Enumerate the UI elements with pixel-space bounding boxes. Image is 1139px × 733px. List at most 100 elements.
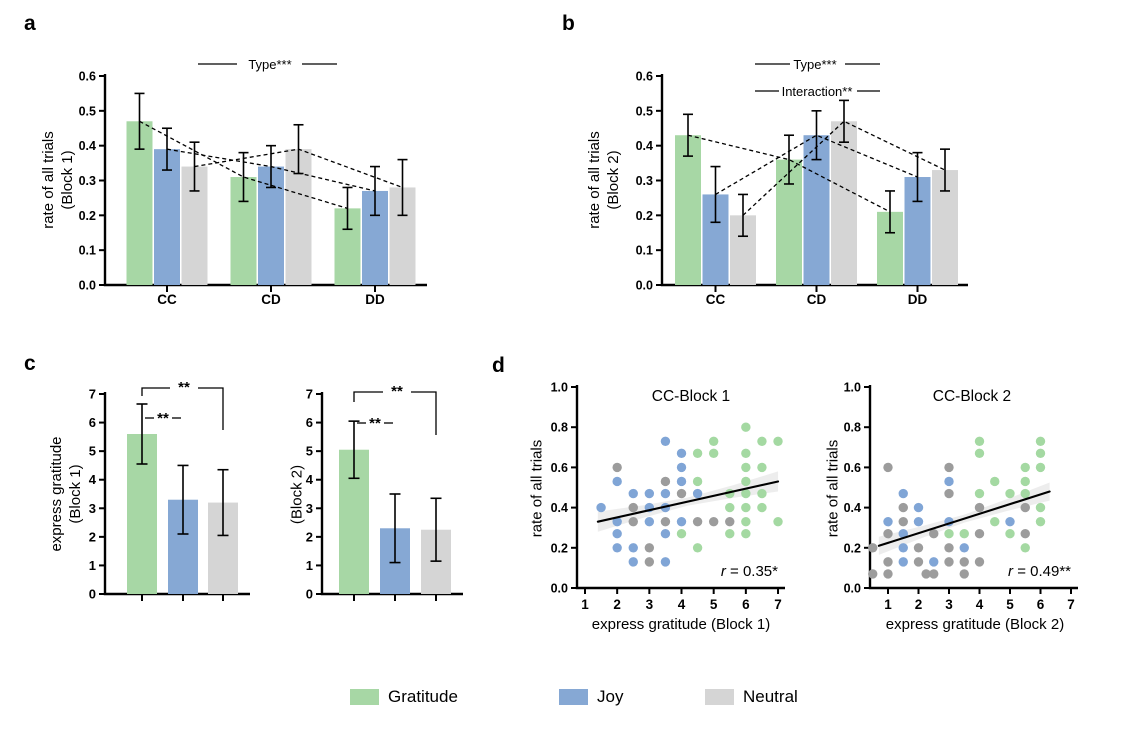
scatter-point	[1020, 502, 1030, 513]
category-label: CD	[807, 292, 827, 307]
scatter-point	[944, 476, 954, 487]
scatter-point	[676, 488, 687, 499]
y-tick-label: 0	[89, 587, 96, 602]
y-tick-label: 1.0	[551, 381, 568, 395]
panel-c1-ylabel: express gratitude (Block 1)	[47, 409, 85, 579]
scatter-point	[1035, 448, 1046, 459]
panel-d1-ylabel-text: rate of all trials	[528, 439, 546, 538]
sig-bracket	[353, 391, 383, 402]
connector-gratitude	[139, 120, 348, 209]
connector-joy	[715, 134, 918, 195]
scatter-point	[660, 529, 671, 539]
scatter-point	[883, 557, 893, 567]
scatter-point	[913, 516, 924, 527]
sig-bracket	[141, 387, 170, 396]
scatter-point	[868, 569, 878, 579]
y-tick-label: 0.2	[844, 541, 861, 555]
scatter-point	[628, 488, 638, 499]
scatter-point	[692, 448, 703, 459]
y-tick-label: 1	[306, 558, 313, 573]
x-tick-label: 6	[1037, 597, 1045, 612]
x-tick-label: 6	[742, 597, 750, 612]
y-tick-label: 0.2	[636, 209, 653, 223]
scatter-point	[929, 569, 939, 579]
panel-b-ylabel: rate of all trials (Block 2)	[585, 95, 623, 265]
chart-d1: 0.0 0.2 0.4 0.6 0.8 1.0 1 2 3 4 5 6 7	[551, 381, 785, 612]
panel-d-letter: d	[492, 354, 505, 377]
x-tick-label: 2	[613, 597, 621, 612]
scatter-point	[974, 488, 985, 499]
scatter-point	[898, 488, 908, 499]
scatter-point	[644, 488, 655, 499]
scatter-point	[898, 529, 908, 539]
y-tick-label: 0.6	[79, 70, 96, 84]
scatter-point	[1020, 476, 1030, 487]
y-tick-label: 0.8	[551, 421, 568, 435]
x-tick-label: 7	[774, 597, 782, 612]
legend-label-neutral: Neutral	[743, 687, 798, 706]
scatter-point	[741, 502, 751, 513]
y-tick-label: 0.1	[79, 244, 96, 258]
y-tick-label: 3	[89, 501, 96, 516]
y-tick-label: 1	[89, 558, 96, 573]
x-tick-label: 1	[884, 597, 892, 612]
bar-joy-CC	[154, 149, 180, 285]
scatter-point	[628, 543, 638, 553]
scatter-point	[990, 476, 1000, 487]
scatter-point	[944, 557, 954, 567]
y-tick-label: 0.4	[636, 139, 653, 153]
x-tick-label: 3	[945, 597, 953, 612]
y-tick-label: 0.0	[79, 279, 96, 293]
y-tick-label: 6	[89, 415, 96, 430]
annotation-text: Type***	[248, 57, 291, 72]
scatter-point	[757, 502, 767, 513]
panel-c2-ylabel: (Block 2)	[288, 410, 307, 580]
x-tick-label: 4	[678, 597, 686, 612]
panel-c-letter: c	[24, 352, 36, 375]
y-tick-label: 0.5	[79, 104, 96, 118]
scatter-point	[898, 516, 908, 527]
category-label: CD	[261, 292, 281, 307]
y-tick-label: 0.2	[551, 541, 568, 555]
scatter-point	[959, 543, 969, 553]
scatter-point	[1020, 543, 1030, 553]
legend-swatch-joy	[559, 689, 588, 705]
scatter-point	[974, 529, 985, 539]
scatter-point	[676, 462, 687, 473]
scatter-point	[725, 529, 735, 539]
bar-gratitude-CC	[675, 135, 701, 285]
panel-c1-ylabel-line1: express gratitude	[48, 436, 65, 552]
panel-b-letter: b	[562, 12, 575, 35]
scatter-point	[741, 422, 751, 432]
scatter-point	[741, 462, 751, 473]
sig-inner-label: **	[157, 410, 169, 427]
scatter-point	[1005, 529, 1015, 539]
scatter-point	[676, 516, 687, 527]
y-tick-label: 2	[89, 529, 96, 544]
scatter-point	[1035, 516, 1046, 527]
scatter-point	[974, 557, 985, 567]
scatter-point	[725, 516, 735, 527]
scatter-point	[1035, 502, 1046, 513]
y-tick-label: 0.2	[79, 209, 96, 223]
scatter-point	[741, 516, 751, 527]
scatter-point	[741, 476, 751, 487]
scatter-point	[692, 488, 703, 499]
bar-neutral-CD	[831, 121, 857, 286]
scatter-point	[929, 529, 939, 539]
scatter1-xlabel: express gratitude (Block 1)	[591, 616, 771, 633]
scatter-point	[1020, 529, 1030, 539]
annotation-text: Type***	[793, 57, 836, 72]
scatter-point	[676, 448, 687, 459]
scatter-point	[757, 462, 767, 473]
y-tick-label: 5	[89, 444, 96, 459]
scatter-point	[612, 543, 622, 553]
y-tick-label: 4	[306, 472, 314, 487]
scatter-point	[974, 502, 985, 513]
panel-a-letter: a	[24, 12, 36, 35]
scatter-point	[660, 488, 671, 499]
y-tick-label: 1.0	[844, 381, 861, 395]
scatter-point	[692, 476, 703, 487]
